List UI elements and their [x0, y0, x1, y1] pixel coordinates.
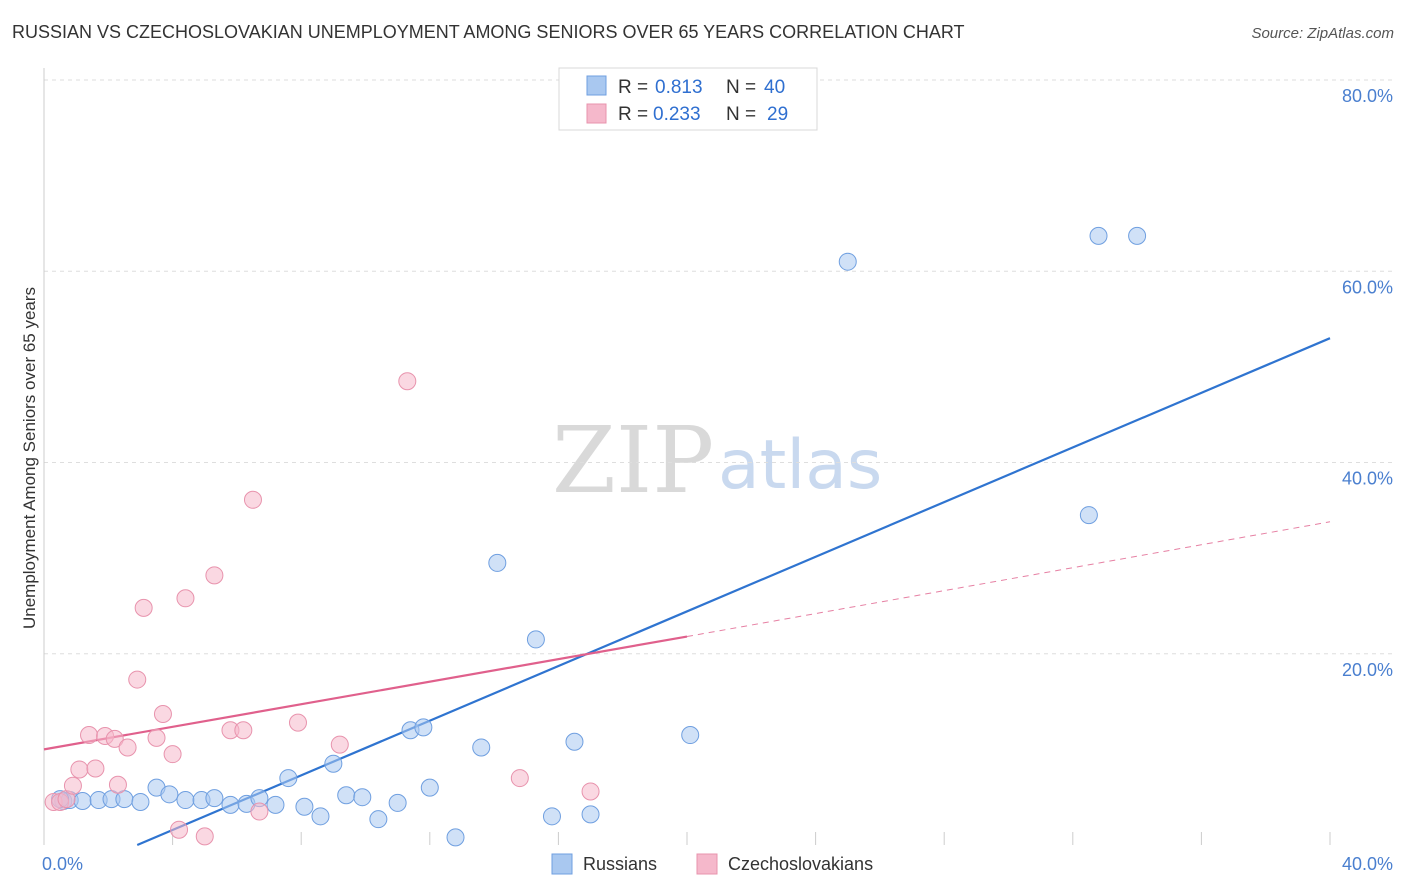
legend-swatch-russians — [586, 75, 607, 96]
y-tick-label-3: 80.0% — [1342, 86, 1393, 106]
point-russians-21 — [353, 788, 372, 807]
point-czechoslovakians-3 — [63, 776, 82, 795]
legend-r-value-russians: 0.813 — [655, 77, 703, 98]
grid — [44, 79, 1392, 655]
point-russians-18 — [311, 807, 330, 826]
point-czechoslovakians-27 — [510, 769, 529, 788]
point-russians-37 — [1089, 226, 1108, 245]
point-russians-26 — [420, 778, 439, 797]
point-czechoslovakians-5 — [80, 726, 99, 745]
legend-n-label-russians: N = — [726, 77, 756, 98]
point-czechoslovakians-11 — [128, 670, 147, 689]
legend-n-value-russians: 40 — [764, 77, 785, 98]
bottom-legend-swatch-czechoslovakians — [696, 853, 718, 875]
point-russians-16 — [279, 769, 298, 788]
point-czechoslovakians-9 — [108, 775, 127, 794]
bottom-legend-label-czechoslovakians: Czechoslovakians — [728, 854, 873, 874]
y-tick-label-0: 20.0% — [1342, 660, 1393, 680]
point-czechoslovakians-8 — [105, 729, 124, 748]
point-czechoslovakians-18 — [195, 827, 214, 846]
point-czechoslovakians-26 — [398, 372, 417, 391]
point-russians-27 — [446, 828, 465, 847]
point-czechoslovakians-24 — [288, 713, 307, 732]
x-tick-label-0: 0.0% — [42, 854, 83, 874]
legend-n-value-czechoslovakians: 29 — [767, 104, 788, 125]
point-czechoslovakians-23 — [250, 802, 269, 821]
point-russians-9 — [176, 791, 195, 810]
point-russians-11 — [205, 789, 224, 808]
point-russians-31 — [542, 807, 561, 826]
point-russians-12 — [221, 795, 240, 814]
point-russians-19 — [324, 754, 343, 773]
point-czechoslovakians-4 — [70, 760, 89, 779]
x-tick-label-1: 40.0% — [1342, 854, 1393, 874]
bottom-legend: Russians Czechoslovakians — [551, 853, 873, 875]
legend-n-label-czechoslovakians: N = — [726, 104, 756, 125]
bottom-legend-label-russians: Russians — [583, 854, 657, 874]
point-czechoslovakians-14 — [153, 704, 172, 723]
point-russians-29 — [488, 553, 507, 572]
legend-r-value-czechoslovakians: 0.233 — [653, 104, 701, 125]
trend-line-czechoslovakians — [43, 635, 688, 751]
point-russians-32 — [565, 732, 584, 751]
point-czechoslovakians-16 — [170, 820, 189, 839]
point-russians-38 — [1128, 226, 1147, 245]
axes — [43, 68, 1331, 845]
point-czechoslovakians-10 — [118, 738, 137, 757]
point-russians-6 — [131, 792, 150, 811]
point-czechoslovakians-19 — [205, 566, 224, 585]
legend-r-label-russians: R = — [618, 77, 648, 98]
y-tick-label-2: 60.0% — [1342, 277, 1393, 297]
point-czechoslovakians-13 — [147, 728, 166, 747]
point-russians-36 — [1079, 506, 1098, 525]
bottom-legend-swatch-russians — [551, 853, 573, 875]
point-czechoslovakians-25 — [330, 735, 349, 754]
chart-source: Source: ZipAtlas.com — [1251, 25, 1394, 42]
y-tick-label-1: 40.0% — [1342, 469, 1393, 489]
watermark-zip: ZIP — [552, 407, 714, 514]
point-russians-35 — [838, 252, 857, 271]
chart-title: RUSSIAN VS CZECHOSLOVAKIAN UNEMPLOYMENT … — [12, 22, 965, 42]
point-russians-34 — [681, 726, 700, 745]
point-russians-25 — [414, 718, 433, 737]
data-points — [44, 226, 1147, 847]
point-czechoslovakians-17 — [176, 589, 195, 608]
trend-line-russians — [136, 337, 1331, 847]
point-russians-30 — [526, 630, 545, 649]
legend: R = 0.813 N = 40 R = 0.233 N = 29 — [558, 67, 818, 131]
point-czechoslovakians-28 — [581, 782, 600, 801]
point-czechoslovakians-21 — [234, 721, 253, 740]
point-russians-28 — [472, 738, 491, 757]
point-russians-2 — [73, 792, 92, 811]
legend-swatch-czechoslovakians — [586, 103, 607, 124]
point-russians-17 — [295, 797, 314, 816]
point-czechoslovakians-22 — [243, 490, 262, 509]
point-russians-23 — [388, 793, 407, 812]
point-russians-22 — [369, 810, 388, 829]
x-tick-labels: 0.0% 40.0% — [42, 854, 1393, 874]
watermark-atlas: atlas — [718, 426, 882, 505]
legend-r-label-czechoslovakians: R = — [618, 104, 648, 125]
point-russians-20 — [337, 786, 356, 805]
trend-line-extension-czechoslovakians — [686, 521, 1331, 638]
point-russians-8 — [160, 785, 179, 804]
point-russians-33 — [581, 805, 600, 824]
point-czechoslovakians-12 — [134, 598, 153, 617]
point-czechoslovakians-15 — [163, 745, 182, 764]
y-tick-labels: 20.0% 40.0% 60.0% 80.0% — [1342, 86, 1393, 680]
point-czechoslovakians-6 — [86, 759, 105, 778]
point-russians-15 — [266, 795, 285, 814]
y-axis-label: Unemployment Among Seniors over 65 years — [20, 287, 39, 629]
